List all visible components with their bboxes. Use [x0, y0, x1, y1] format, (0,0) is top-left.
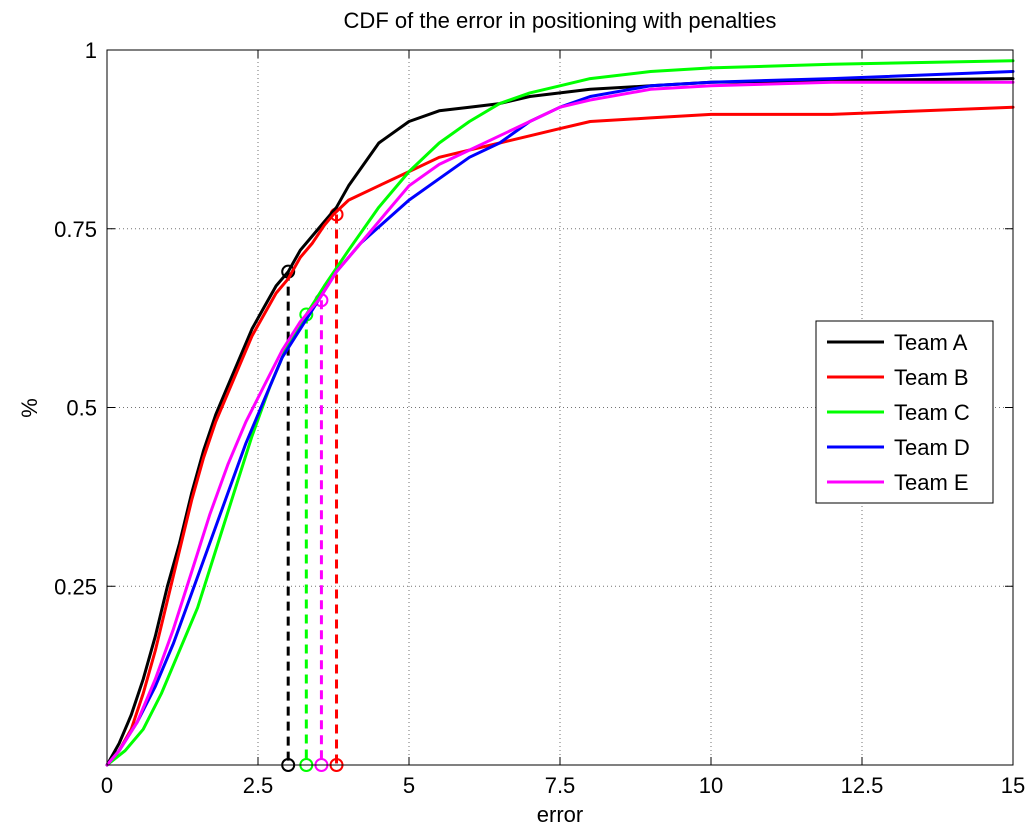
x-tick-label: 12.5	[841, 773, 884, 798]
x-tick-label: 2.5	[243, 773, 274, 798]
series-line-team-e	[105, 80, 1015, 767]
legend-label-team-e: Team E	[894, 470, 969, 495]
legend: Team A Team B Team C Team D Team E	[815, 320, 994, 504]
annotation-markers	[281, 207, 344, 772]
x-axis-label: error	[537, 802, 583, 827]
y-tick-label: 0.5	[66, 396, 97, 421]
x-tick-label: 5	[403, 773, 415, 798]
series-line-team-b	[105, 105, 1015, 767]
x-tick-labels: 0 2.5 5 7.5 10 12.5 15	[101, 773, 1025, 798]
grid-lines	[107, 50, 1013, 765]
series-line-team-a	[105, 77, 1015, 767]
series-line-team-c	[105, 59, 1015, 767]
legend-label-team-d: Team D	[894, 435, 970, 460]
x-tick-label: 10	[699, 773, 723, 798]
legend-label-team-b: Team B	[894, 365, 969, 390]
chart-title: CDF of the error in positioning with pen…	[344, 8, 777, 33]
x-tick-label: 15	[1001, 773, 1025, 798]
legend-items: Team A Team B Team C Team D Team E	[827, 330, 970, 495]
y-tick-label: 1	[85, 38, 97, 63]
axis-ticks	[106, 49, 1014, 765]
y-tick-label: 0.25	[54, 574, 97, 599]
legend-label-team-a: Team A	[894, 330, 968, 355]
x-tick-label: 7.5	[545, 773, 576, 798]
y-tick-label: 0.75	[54, 217, 97, 242]
y-tick-labels: 0.25 0.5 0.75 1	[54, 38, 97, 599]
series-lines	[105, 59, 1015, 767]
legend-label-team-c: Team C	[894, 400, 970, 425]
y-axis-label: %	[17, 398, 42, 418]
x-tick-label: 0	[101, 773, 113, 798]
